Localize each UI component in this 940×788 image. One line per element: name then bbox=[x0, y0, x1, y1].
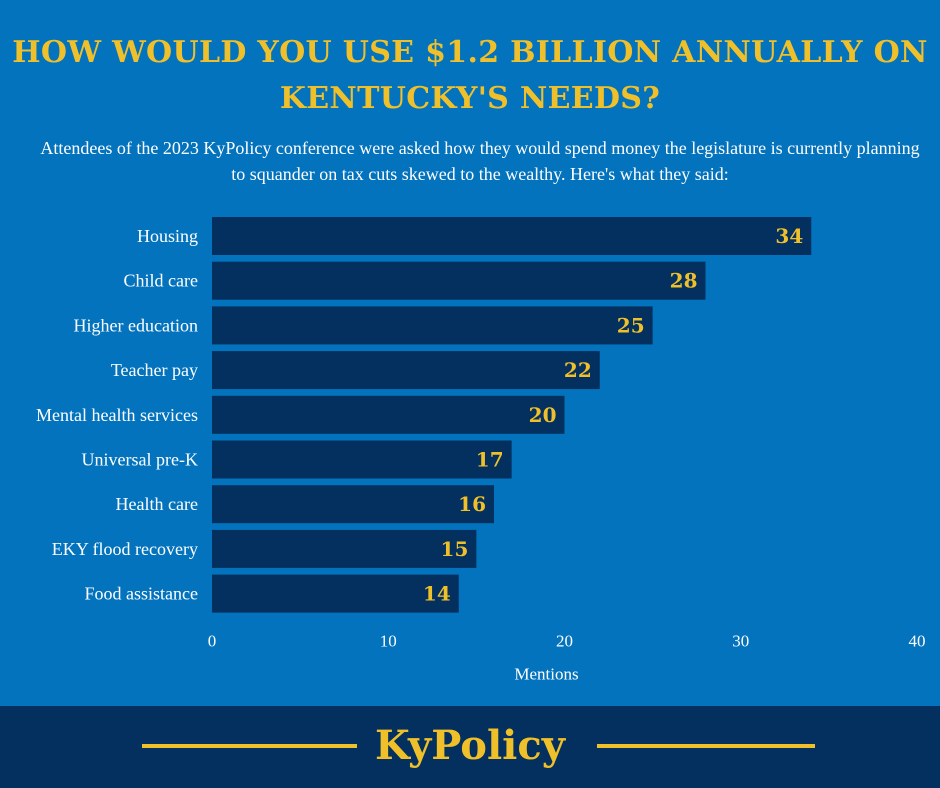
data-label: 20 bbox=[529, 403, 557, 427]
value-labels: 34 28 25 22 20 17 16 15 14 bbox=[423, 224, 803, 606]
category-label: Teacher pay bbox=[111, 360, 198, 380]
bar bbox=[212, 351, 600, 390]
brand-logo-text: KyPolicy bbox=[375, 722, 565, 769]
data-label: 17 bbox=[476, 448, 504, 472]
footer-line-right bbox=[597, 744, 815, 748]
chart-title: HOW WOULD YOU USE $1.2 BILLION ANNUALLY … bbox=[12, 35, 928, 116]
footer-line-left bbox=[142, 744, 357, 748]
category-label: Mental health services bbox=[36, 405, 198, 425]
x-tick-label: 20 bbox=[556, 631, 573, 650]
bar bbox=[212, 306, 653, 345]
bar bbox=[212, 485, 494, 524]
chart-subtitle: Attendees of the 2023 KyPolicy conferenc… bbox=[40, 138, 920, 184]
data-label: 25 bbox=[617, 313, 645, 337]
data-label: 28 bbox=[670, 269, 698, 293]
x-tick-label: 0 bbox=[208, 631, 217, 650]
footer-bar: KyPolicy bbox=[0, 706, 940, 788]
bar bbox=[212, 261, 706, 300]
bar bbox=[212, 217, 812, 255]
category-label: Child care bbox=[124, 271, 198, 291]
data-label: 22 bbox=[564, 358, 592, 382]
category-label: Higher education bbox=[74, 315, 198, 335]
x-axis-title: Mentions bbox=[514, 664, 578, 683]
bar bbox=[212, 529, 477, 568]
data-label: 14 bbox=[423, 582, 451, 606]
category-labels: Housing Child care Higher education Teacher… bbox=[36, 226, 198, 604]
bar-chart: Housing Child care Higher education Teacher… bbox=[36, 217, 926, 683]
category-label: Food assistance bbox=[85, 584, 198, 604]
x-tick-label: 30 bbox=[732, 631, 749, 650]
category-label: EKY flood recovery bbox=[52, 539, 198, 559]
data-label: 16 bbox=[458, 492, 486, 516]
bar bbox=[212, 574, 459, 613]
data-label: 34 bbox=[775, 224, 803, 248]
category-label: Universal pre-K bbox=[82, 450, 198, 470]
x-axis-ticks: 0 10 20 30 40 bbox=[208, 631, 926, 650]
x-tick-label: 10 bbox=[380, 631, 397, 650]
data-label: 15 bbox=[441, 537, 469, 561]
bars-group bbox=[212, 217, 812, 613]
x-tick-label: 40 bbox=[909, 631, 926, 650]
bar bbox=[212, 440, 512, 479]
bar bbox=[212, 395, 565, 434]
category-label: Housing bbox=[137, 226, 198, 246]
category-label: Health care bbox=[116, 494, 198, 514]
